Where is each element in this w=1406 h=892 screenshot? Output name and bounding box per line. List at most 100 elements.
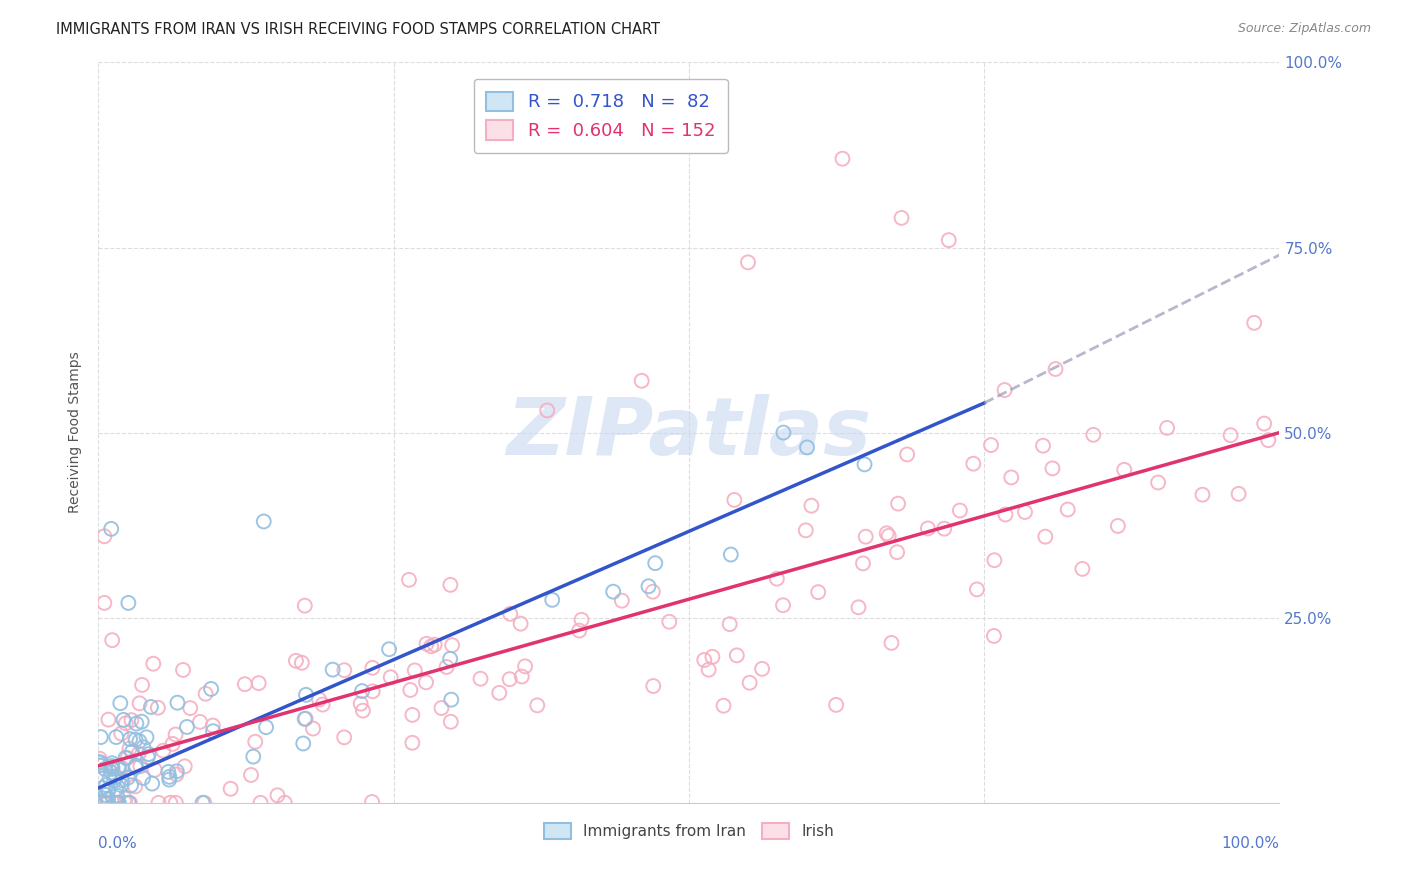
Point	[887, 497, 910, 511]
Point	[1107, 519, 1129, 533]
Point	[499, 607, 522, 621]
Point	[571, 613, 593, 627]
Point	[886, 545, 908, 559]
Point	[423, 638, 446, 652]
Point	[333, 731, 356, 745]
Point	[94, 788, 117, 802]
Point	[440, 692, 463, 706]
Point	[142, 657, 165, 671]
Point	[124, 732, 146, 747]
Point	[361, 684, 384, 698]
Point	[266, 789, 288, 803]
Point	[253, 515, 276, 529]
Y-axis label: Receiving Food Stamps: Receiving Food Stamps	[69, 351, 83, 514]
Point	[124, 780, 146, 794]
Point	[352, 684, 374, 698]
Point	[415, 675, 437, 690]
Point	[772, 598, 794, 612]
Point	[825, 698, 848, 712]
Point	[1114, 463, 1136, 477]
Point	[110, 726, 132, 740]
Point	[90, 756, 112, 770]
Point	[1056, 502, 1078, 516]
Point	[800, 499, 823, 513]
Point	[498, 672, 520, 686]
Point	[399, 683, 422, 698]
Point	[880, 636, 903, 650]
Point	[274, 796, 297, 810]
Point	[111, 773, 134, 788]
Point	[105, 770, 128, 784]
Point	[104, 796, 127, 810]
Point	[311, 698, 333, 712]
Point	[89, 796, 111, 810]
Point	[138, 747, 160, 761]
Point	[172, 663, 194, 677]
Point	[96, 796, 118, 810]
Point	[188, 714, 211, 729]
Point	[1083, 427, 1105, 442]
Point	[361, 661, 384, 675]
Point	[162, 737, 184, 751]
Point	[117, 796, 139, 810]
Point	[1042, 461, 1064, 475]
Text: 100.0%: 100.0%	[1222, 836, 1279, 851]
Point	[322, 663, 344, 677]
Point	[94, 796, 117, 810]
Point	[896, 447, 918, 461]
Point	[101, 756, 124, 771]
Point	[702, 649, 724, 664]
Point	[1033, 530, 1056, 544]
Point	[401, 736, 423, 750]
Point	[292, 737, 315, 751]
Point	[97, 796, 120, 810]
Point	[176, 720, 198, 734]
Point	[1243, 316, 1265, 330]
Point	[131, 678, 153, 692]
Point	[983, 553, 1005, 567]
Point	[541, 593, 564, 607]
Point	[1032, 439, 1054, 453]
Point	[510, 669, 533, 683]
Point	[1219, 428, 1241, 442]
Point	[90, 730, 112, 744]
Point	[630, 374, 652, 388]
Point	[380, 670, 402, 684]
Point	[949, 503, 972, 517]
Point	[129, 759, 152, 773]
Point	[110, 696, 132, 710]
Point	[107, 796, 129, 810]
Point	[117, 596, 139, 610]
Point	[295, 688, 318, 702]
Point	[165, 727, 187, 741]
Point	[240, 768, 263, 782]
Point	[114, 751, 136, 765]
Point	[439, 578, 461, 592]
Point	[536, 403, 558, 417]
Point	[488, 686, 510, 700]
Point	[93, 596, 115, 610]
Point	[1014, 505, 1036, 519]
Point	[118, 796, 141, 810]
Point	[284, 654, 307, 668]
Point	[1253, 417, 1275, 431]
Point	[644, 556, 666, 570]
Point	[966, 582, 988, 597]
Point	[200, 681, 222, 696]
Point	[87, 755, 110, 769]
Point	[294, 599, 316, 613]
Point	[120, 778, 142, 792]
Point	[1257, 433, 1279, 447]
Point	[610, 593, 633, 607]
Point	[128, 734, 150, 748]
Point	[415, 637, 437, 651]
Point	[141, 776, 163, 790]
Point	[108, 796, 131, 810]
Point	[114, 716, 136, 731]
Point	[101, 633, 124, 648]
Point	[658, 615, 681, 629]
Point	[121, 745, 143, 759]
Point	[165, 796, 187, 810]
Point	[361, 795, 384, 809]
Point	[247, 676, 270, 690]
